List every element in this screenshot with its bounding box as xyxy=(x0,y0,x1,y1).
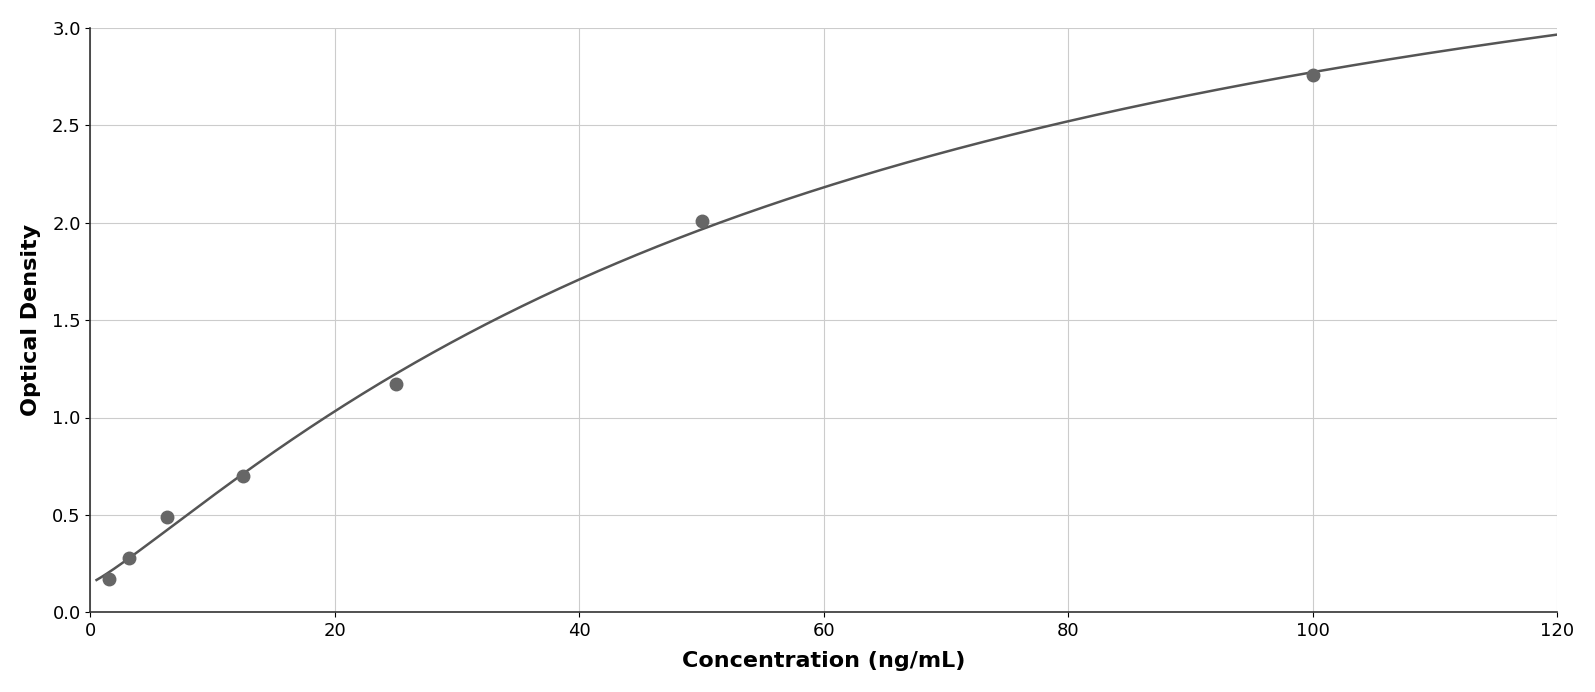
Point xyxy=(116,552,142,563)
X-axis label: Concentration (ng/mL): Concentration (ng/mL) xyxy=(683,651,965,671)
Point xyxy=(230,471,255,482)
Point xyxy=(383,379,408,390)
Y-axis label: Optical Density: Optical Density xyxy=(21,224,41,416)
Point xyxy=(97,574,123,585)
Point xyxy=(1300,69,1325,80)
Point xyxy=(689,215,715,226)
Point xyxy=(155,511,180,522)
